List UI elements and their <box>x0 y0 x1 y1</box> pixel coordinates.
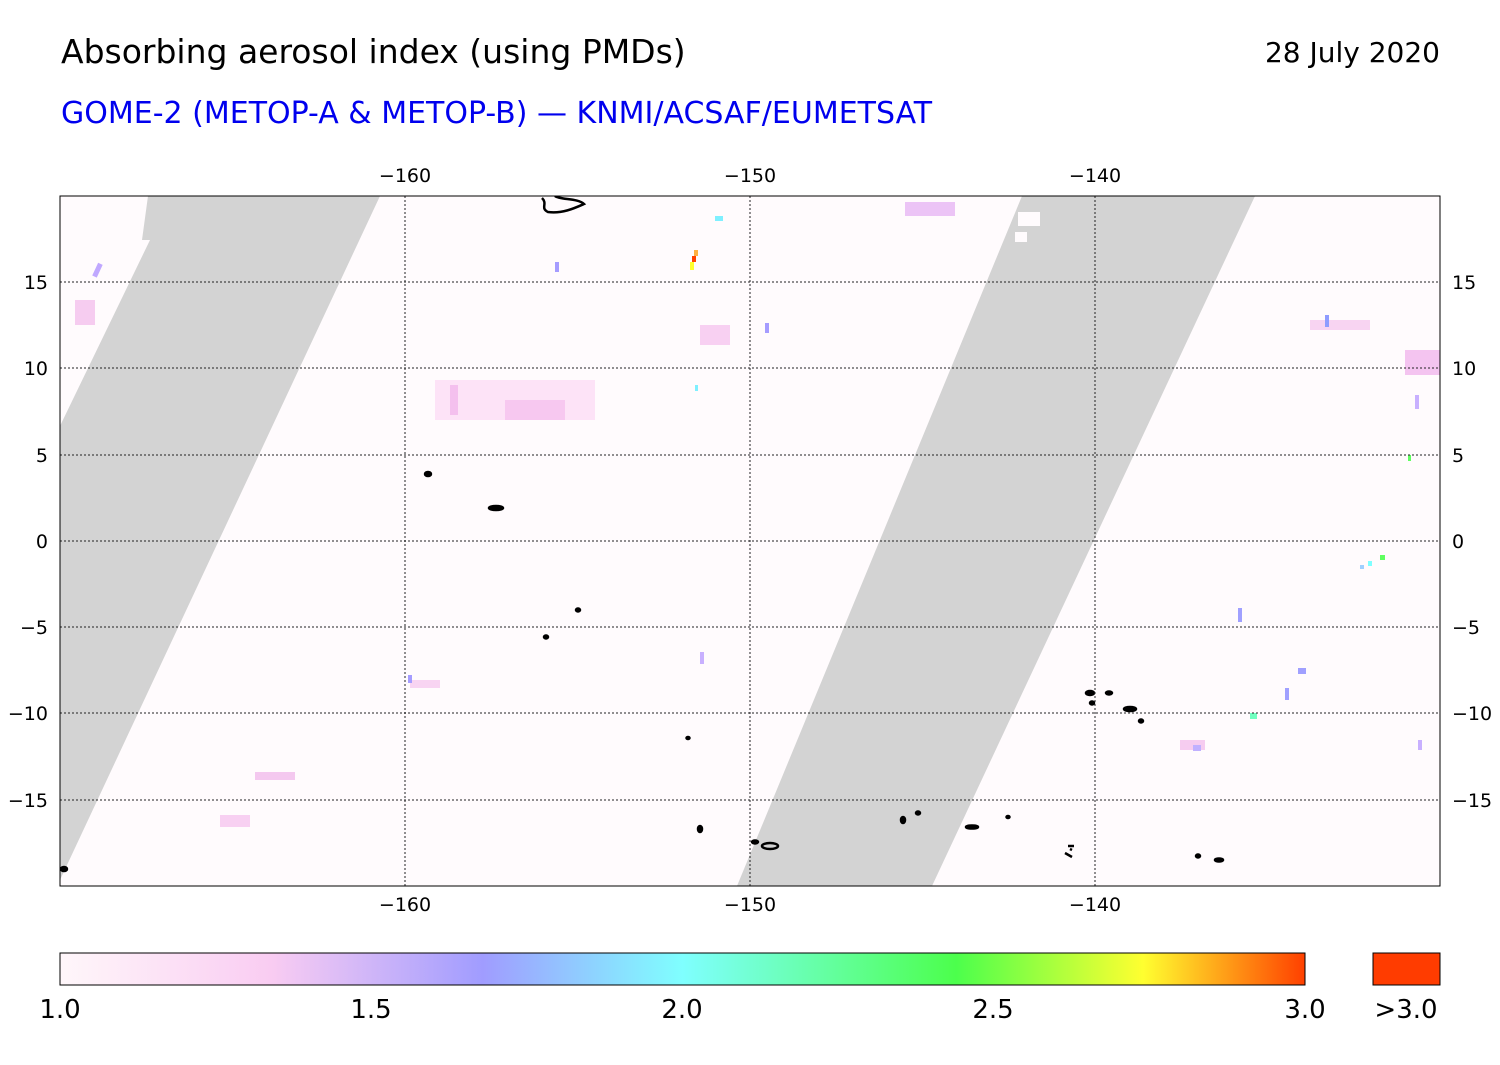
gridlines <box>60 196 1440 886</box>
lat-tick-right: 15 <box>1452 272 1476 294</box>
lat-tick-right: −5 <box>1452 617 1480 639</box>
lat-tick-left: 15 <box>24 272 48 294</box>
map-title: Absorbing aerosol index (using PMDs) <box>61 32 686 71</box>
lat-tick-left: −15 <box>8 790 48 812</box>
lon-tick-top: −160 <box>379 165 431 187</box>
colorbar-label: 3.0 <box>1284 995 1326 1025</box>
lon-tick-bottom: −150 <box>724 894 776 916</box>
lat-tick-left: 5 <box>36 445 48 467</box>
lat-tick-left: 0 <box>36 531 48 553</box>
lat-tick-right: −10 <box>1452 703 1492 725</box>
colorbar-overflow <box>1372 952 1441 986</box>
lat-tick-left: −10 <box>8 703 48 725</box>
coastlines <box>60 196 1225 873</box>
lat-tick-right: 5 <box>1452 445 1464 467</box>
no-data-swath-west <box>60 196 380 880</box>
colorbar-label: 2.5 <box>972 995 1014 1025</box>
lon-tick-bottom: −160 <box>379 894 431 916</box>
colorbar-label: 1.0 <box>39 995 81 1025</box>
aerosol-pixels <box>75 202 1440 827</box>
colorbar <box>59 952 1306 986</box>
lat-tick-right: 10 <box>1452 358 1476 380</box>
map-frame <box>59 195 1441 887</box>
lat-tick-left: 10 <box>24 358 48 380</box>
colorbar-label: 1.5 <box>350 995 392 1025</box>
colorbar-overflow-label: >3.0 <box>1374 995 1438 1025</box>
lat-tick-left: −5 <box>20 617 48 639</box>
lon-tick-bottom: −140 <box>1069 894 1121 916</box>
lat-tick-right: −15 <box>1452 790 1492 812</box>
lon-tick-top: −150 <box>724 165 776 187</box>
lat-tick-right: 0 <box>1452 531 1464 553</box>
colorbar-label: 2.0 <box>661 995 703 1025</box>
map-subtitle: GOME-2 (METOP-A & METOP-B) — KNMI/ACSAF/… <box>61 96 933 131</box>
lon-tick-top: −140 <box>1069 165 1121 187</box>
map-date: 28 July 2020 <box>1264 36 1440 69</box>
